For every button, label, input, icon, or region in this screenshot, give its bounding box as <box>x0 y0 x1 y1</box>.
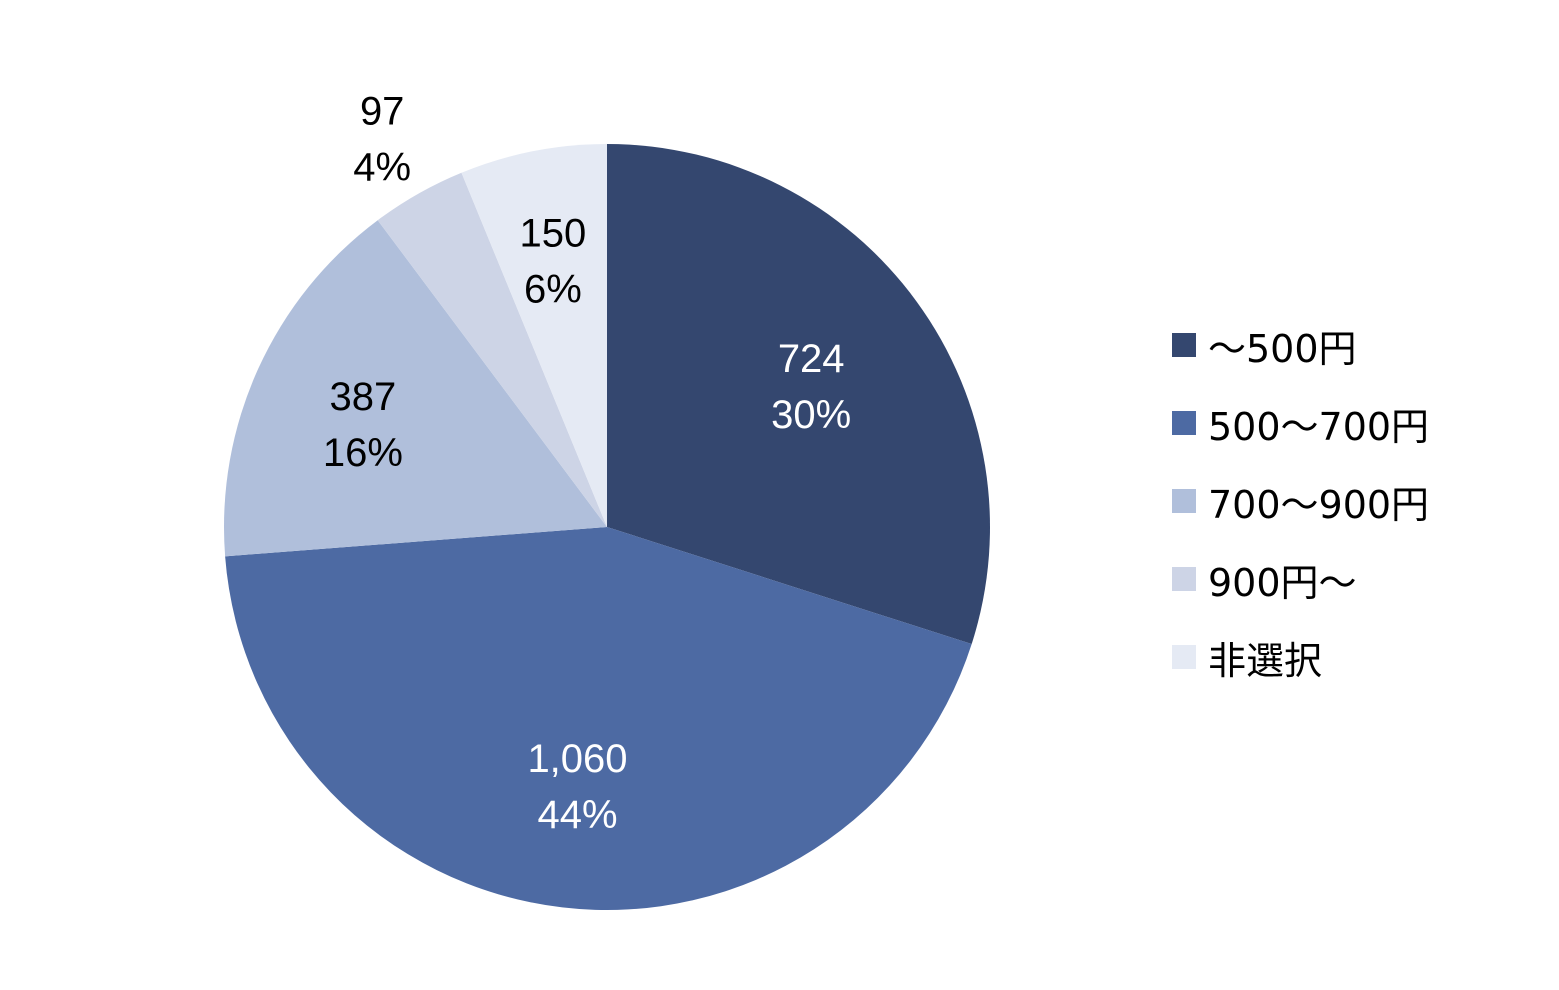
legend-label: ～500円 <box>1208 326 1357 371</box>
pie-slice <box>377 172 607 528</box>
slice-value-label: 387 <box>330 375 397 419</box>
legend-label: 非選択 <box>1208 638 1323 683</box>
pie-slice <box>223 220 608 557</box>
legend-swatch <box>1172 489 1196 513</box>
slice-value-label: 724 <box>778 337 845 381</box>
legend-swatch <box>1172 333 1196 357</box>
legend-label: 500～700円 <box>1208 404 1430 449</box>
pie-slice <box>225 527 972 911</box>
legend-swatch <box>1172 411 1196 435</box>
slice-percent-label: 16% <box>323 431 403 475</box>
slice-percent-label: 6% <box>524 268 582 312</box>
slice-value-label: 1,060 <box>527 737 627 781</box>
legend-item: ～500円 <box>1172 306 1429 384</box>
slice-value-label: 150 <box>520 212 587 256</box>
slice-value-label: 97 <box>360 90 405 134</box>
legend-label: 900円～ <box>1208 560 1357 605</box>
slice-percent-label: 44% <box>537 793 617 837</box>
slice-percent-label: 4% <box>353 146 411 190</box>
pie-data-labels: 724 30% 1,060 44% 387 16% 97 4% 150 6% <box>323 90 851 838</box>
pie-slice <box>461 144 607 527</box>
legend-swatch <box>1172 567 1196 591</box>
legend-item: 900円～ <box>1172 540 1429 618</box>
slice-percent-label: 30% <box>771 393 851 437</box>
legend-label: 700～900円 <box>1208 482 1430 527</box>
legend-item: 700～900円 <box>1172 462 1429 540</box>
legend-item: 非選択 <box>1172 618 1429 696</box>
legend-item: 500～700円 <box>1172 384 1429 462</box>
pie-slice <box>607 144 990 645</box>
legend-swatch <box>1172 645 1196 669</box>
chart-legend: ～500円 500～700円 700～900円 900円～ 非選択 <box>1172 306 1429 696</box>
pie-slices <box>223 144 990 911</box>
